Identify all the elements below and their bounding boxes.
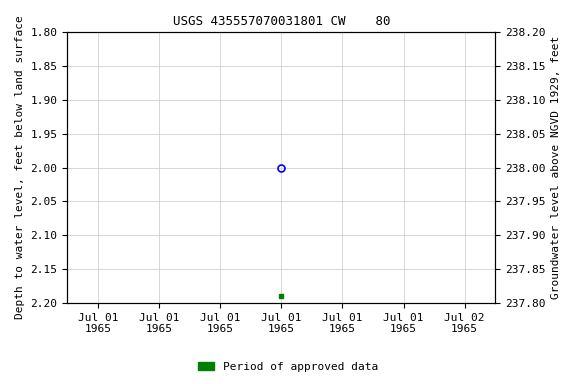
Legend: Period of approved data: Period of approved data [193, 358, 383, 377]
Y-axis label: Groundwater level above NGVD 1929, feet: Groundwater level above NGVD 1929, feet [551, 36, 561, 299]
Y-axis label: Depth to water level, feet below land surface: Depth to water level, feet below land su… [15, 16, 25, 319]
Title: USGS 435557070031801 CW    80: USGS 435557070031801 CW 80 [172, 15, 390, 28]
